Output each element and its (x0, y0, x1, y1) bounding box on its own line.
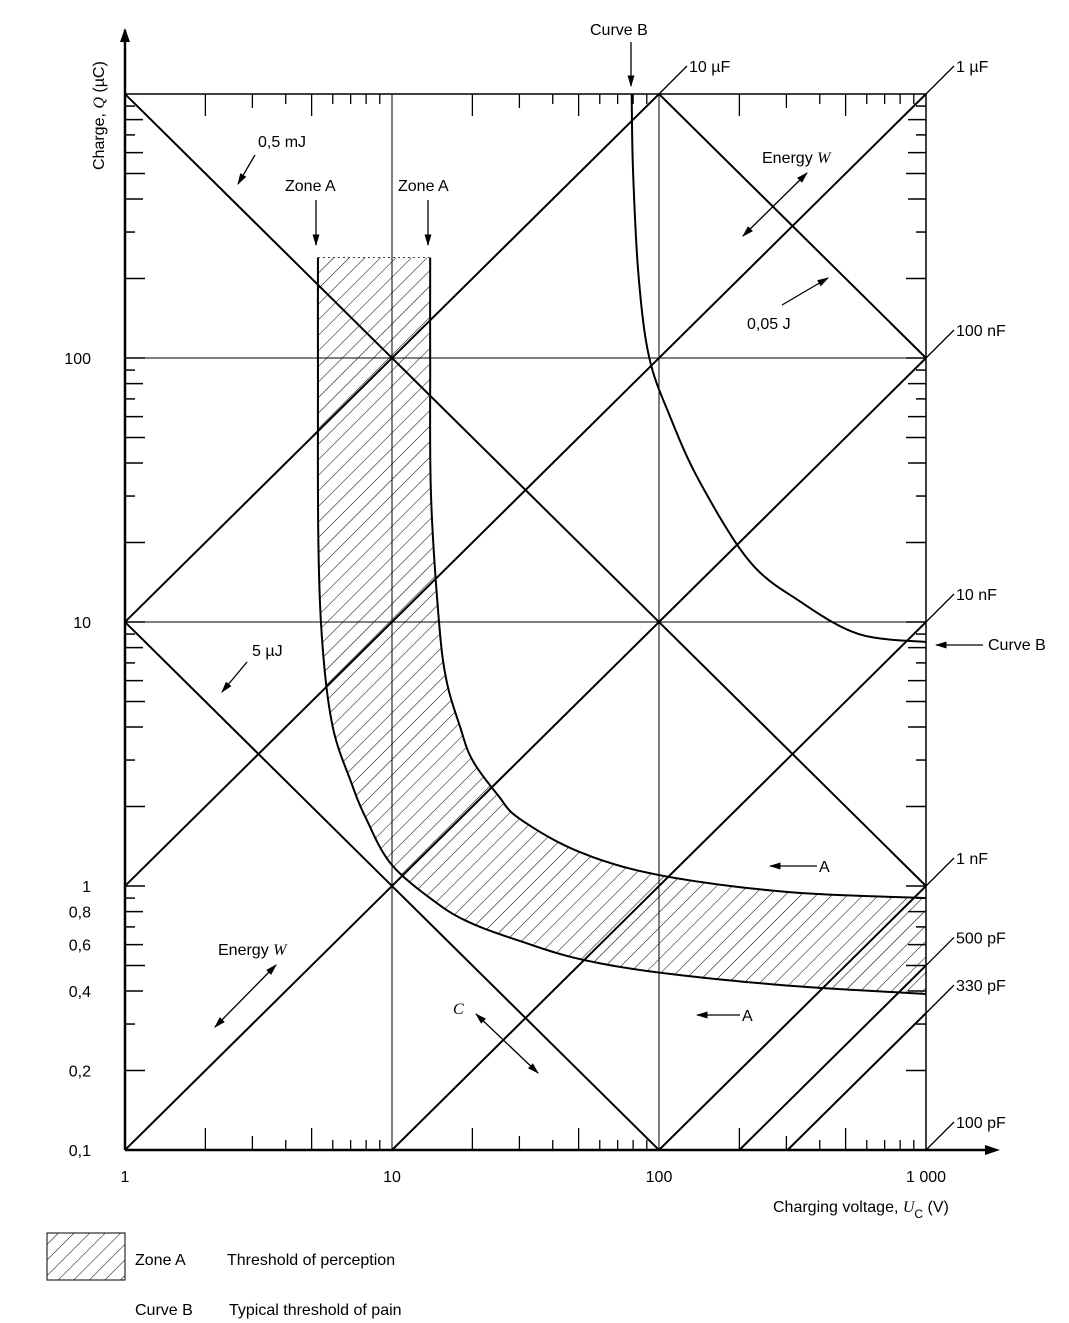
arrow-c (475, 1013, 539, 1074)
tick-labels: 1 10 100 1 000 100 10 1 0,8 0,6 0,4 0,2 0,1 (64, 351, 946, 1186)
capacitance-label: 1 µF (956, 59, 989, 76)
gridlines (125, 93, 927, 1150)
label-zone-a-left: Zone A (285, 178, 336, 195)
y-axis-arrow-icon (120, 28, 130, 42)
legend-key-zone-a: Zone A (135, 1252, 186, 1269)
capacitance-label: 100 pF (956, 1115, 1006, 1132)
label-c: C (453, 1001, 464, 1018)
axes (120, 28, 1000, 1155)
capacitance-label: 330 pF (956, 978, 1006, 995)
capacitance-line (124, 357, 927, 1151)
capacitance-line (658, 885, 927, 1151)
arrow-005J (781, 277, 830, 306)
label-a-lower: A (742, 1008, 753, 1025)
label-curve-b-right: Curve B (988, 637, 1046, 654)
arrow-energy-w-top (742, 172, 808, 237)
capacitance-leader (925, 937, 955, 966)
label-005J: 0,05 J (747, 316, 791, 333)
label-energy-w-bottom: Energy W (218, 942, 288, 959)
x-axis-arrow-icon (985, 1145, 1000, 1155)
capacitance-label: 500 pF (956, 930, 1006, 947)
label-curve-b-top: Curve B (590, 22, 648, 39)
arrow-energy-w-bottom (214, 964, 277, 1028)
x-axis-label: Charging voltage, UC (V) (773, 1199, 949, 1221)
y-tick-label: 0,8 (69, 905, 91, 922)
arrow-5uJ (221, 661, 248, 693)
y-tick-label: 10 (73, 615, 91, 632)
legend-swatch-zone-a (46, 1232, 126, 1281)
x-tick-label: 1 (121, 1169, 130, 1186)
capacitance-label: 10 µF (689, 59, 730, 76)
legend-text-zone-a: Threshold of perception (227, 1252, 395, 1269)
y-tick-label: 100 (64, 351, 91, 368)
capacitance-line (786, 1012, 927, 1151)
capacitance-leader (925, 984, 955, 1014)
y-tick-label: 0,4 (69, 984, 91, 1001)
x-tick-label: 1 000 (906, 1169, 946, 1186)
energy-line (124, 621, 660, 1151)
legend: Zone A Threshold of perception Curve B T… (46, 1232, 402, 1319)
y-tick-label: 0,2 (69, 1064, 91, 1081)
y-tick-label: 0,1 (69, 1143, 91, 1160)
curve-b (630, 93, 927, 643)
y-axis-label: Charge, Q (µC) (91, 61, 108, 170)
capacitance-line (738, 964, 927, 1151)
capacitance-leader (658, 65, 688, 95)
zone-a-region (316, 257, 927, 995)
zone-a-hatch (317, 257, 926, 994)
label-5uJ: 5 µJ (252, 643, 283, 660)
y-tick-label: 1 (82, 879, 91, 896)
zone-a-upper-boundary (429, 257, 927, 900)
capacitance-label: 10 nF (956, 587, 997, 604)
capacitance-label: 100 nF (956, 323, 1006, 340)
x-tick-label: 100 (646, 1169, 673, 1186)
capacitance-leader (925, 857, 955, 887)
x-tick-label: 10 (383, 1169, 401, 1186)
capacitance-leader (925, 65, 955, 95)
annotations (214, 42, 983, 1074)
arrow-05mJ (237, 154, 256, 186)
capacitance-leader (925, 593, 955, 623)
y-tick-label: 0,6 (69, 938, 91, 955)
capacitance-leader (925, 329, 955, 359)
energy-line (124, 93, 927, 887)
legend-text-curve-b: Typical threshold of pain (229, 1302, 402, 1319)
capacitance-leader (925, 1121, 955, 1151)
legend-key-curve-b: Curve B (135, 1302, 193, 1319)
label-a-upper: A (819, 859, 830, 876)
label-zone-a-right: Zone A (398, 178, 449, 195)
label-energy-w-top: Energy W (762, 150, 832, 167)
label-05mJ: 0,5 mJ (258, 134, 306, 151)
capacitance-label: 1 nF (956, 851, 988, 868)
curve-b-line (630, 93, 927, 643)
